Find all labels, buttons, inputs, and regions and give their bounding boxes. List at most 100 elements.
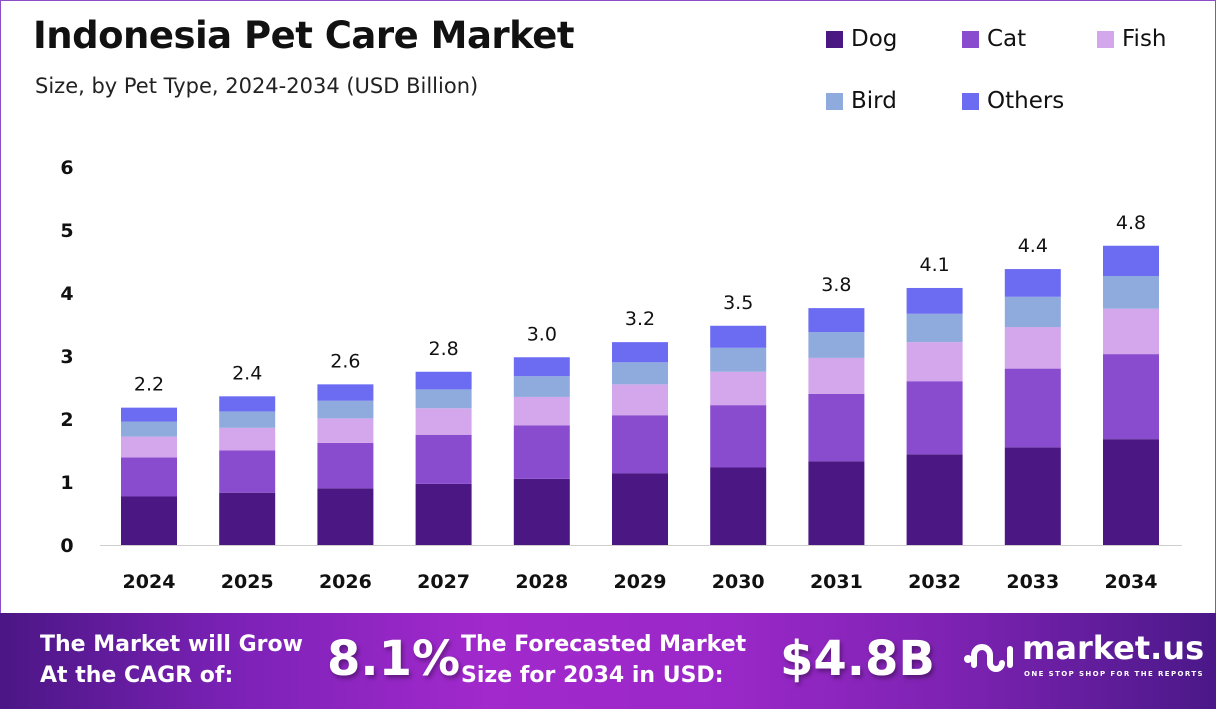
y-tick-label: 1	[60, 472, 73, 494]
logo-name: market.us	[1022, 629, 1205, 667]
legend-item-fish: Fish	[1097, 26, 1167, 52]
total-label: 2.8	[428, 338, 458, 360]
total-label: 2.4	[232, 362, 262, 384]
forecast-value: $4.8B	[780, 631, 936, 687]
y-tick-label: 6	[60, 157, 73, 179]
total-label: 3.2	[625, 308, 655, 330]
bar-segment-others	[415, 371, 472, 390]
bar-segment-fish	[513, 396, 570, 426]
legend-item-dog: Dog	[826, 26, 897, 52]
y-tick-label: 0	[60, 535, 73, 557]
bar-segment-dog	[710, 467, 767, 545]
bar-segment-fish	[1103, 308, 1159, 355]
x-tick-label: 2028	[515, 571, 568, 593]
bar-segment-dog	[612, 473, 668, 545]
x-tick-label: 2024	[123, 571, 176, 593]
legend-item-others: Others	[962, 88, 1064, 114]
total-label: 3.5	[723, 292, 753, 314]
y-tick-label: 3	[60, 346, 73, 368]
legend-item-cat: Cat	[962, 26, 1026, 52]
stacked-bar-chart: 0 1 2 3 4 5 6 2.2 2024 2.4 2025 2.6 2026 2.8 2027 3.0 20…	[60, 157, 1182, 593]
logo-tagline: ONE STOP SHOP FOR THE REPORTS	[1024, 670, 1204, 678]
bar-segment-fish	[710, 371, 767, 406]
bar-segment-others	[121, 407, 177, 422]
bar-segment-fish	[415, 408, 472, 435]
bar-segment-dog	[219, 492, 276, 545]
bar-segment-fish	[1004, 327, 1061, 369]
total-label: 4.8	[1116, 212, 1146, 234]
bar-segment-bird	[121, 421, 177, 437]
bar-segment-dog	[1004, 447, 1061, 545]
bar-segment-bird	[808, 332, 865, 358]
bar-segment-others	[808, 308, 865, 333]
y-tick-label: 5	[60, 220, 73, 242]
bar-segment-cat	[121, 457, 177, 497]
logo-icon	[964, 644, 1013, 672]
legend-item-bird: Bird	[826, 88, 897, 114]
y-tick-label: 4	[60, 283, 73, 305]
bar-segment-others	[906, 287, 963, 314]
bar-segment-bird	[513, 376, 570, 397]
bar-segment-others	[219, 396, 276, 412]
legend-label: Cat	[987, 26, 1027, 52]
bar-segment-dog	[906, 454, 963, 545]
bar-segment-fish	[808, 357, 865, 394]
bar-segment-cat	[415, 434, 472, 484]
total-label: 3.0	[527, 323, 557, 345]
bar-segment-fish	[906, 342, 963, 382]
x-tick-label: 2033	[1006, 571, 1059, 593]
bar-segment-dog	[1103, 439, 1159, 545]
bar-segment-others	[612, 342, 668, 363]
bar-segment-bird	[317, 400, 374, 419]
bar-segment-cat	[906, 381, 963, 455]
bar-segment-cat	[219, 450, 276, 493]
bar-segment-dog	[317, 488, 374, 545]
bar-segment-fish	[317, 418, 374, 443]
bar-segment-dog	[415, 483, 472, 545]
bar-segment-bird	[415, 389, 472, 409]
y-tick-label: 2	[60, 409, 73, 431]
x-tick-label: 2032	[908, 571, 961, 593]
bar-segment-bird	[1103, 275, 1159, 309]
total-label: 4.4	[1018, 235, 1048, 257]
legend-swatch-cat	[962, 30, 979, 48]
footer-banner: The Market will Grow At the CAGR of: 8.1…	[0, 613, 1216, 709]
total-label: 2.6	[330, 350, 360, 372]
bar-segment-others	[317, 384, 374, 401]
x-tick-label: 2027	[417, 571, 470, 593]
cagr-label: The Market will Grow At the CAGR of:	[40, 629, 303, 691]
x-tick-label: 2030	[712, 571, 765, 593]
bar-segment-cat	[513, 425, 570, 479]
bar-segment-fish	[121, 436, 177, 458]
x-tick-label: 2031	[810, 571, 863, 593]
bar-segment-bird	[1004, 296, 1061, 328]
bar-segment-cat	[710, 405, 767, 468]
total-label: 3.8	[821, 274, 851, 296]
bar-segment-fish	[219, 427, 276, 451]
bar-segment-bird	[612, 362, 668, 385]
bar-segment-dog	[808, 461, 865, 545]
legend-label: Fish	[1122, 26, 1167, 52]
bar-segment-others	[1103, 245, 1159, 276]
cagr-label-line2: At the CAGR of:	[40, 663, 234, 688]
legend-swatch-others	[962, 92, 979, 110]
bar-segment-others	[710, 325, 767, 348]
bar-segment-cat	[612, 415, 668, 474]
legend-label: Bird	[851, 88, 897, 114]
bar-segment-cat	[1004, 368, 1061, 448]
forecast-label-line2: Size for 2034 in USD:	[461, 663, 724, 688]
legend-label: Dog	[851, 26, 898, 52]
bar-segment-others	[1004, 269, 1061, 297]
legend-swatch-fish	[1097, 30, 1114, 48]
x-tick-label: 2029	[614, 571, 667, 593]
bar-segment-fish	[612, 384, 668, 416]
legend-swatch-dog	[826, 30, 843, 48]
legend-label: Others	[987, 88, 1065, 114]
bar-segment-cat	[808, 393, 865, 462]
chart-subtitle: Size, by Pet Type, 2024-2034 (USD Billio…	[35, 74, 479, 98]
x-tick-label: 2026	[319, 571, 372, 593]
bar-segment-cat	[317, 442, 374, 489]
legend-swatch-bird	[826, 92, 843, 110]
bar-segment-bird	[219, 411, 276, 428]
total-label: 2.2	[134, 374, 164, 396]
